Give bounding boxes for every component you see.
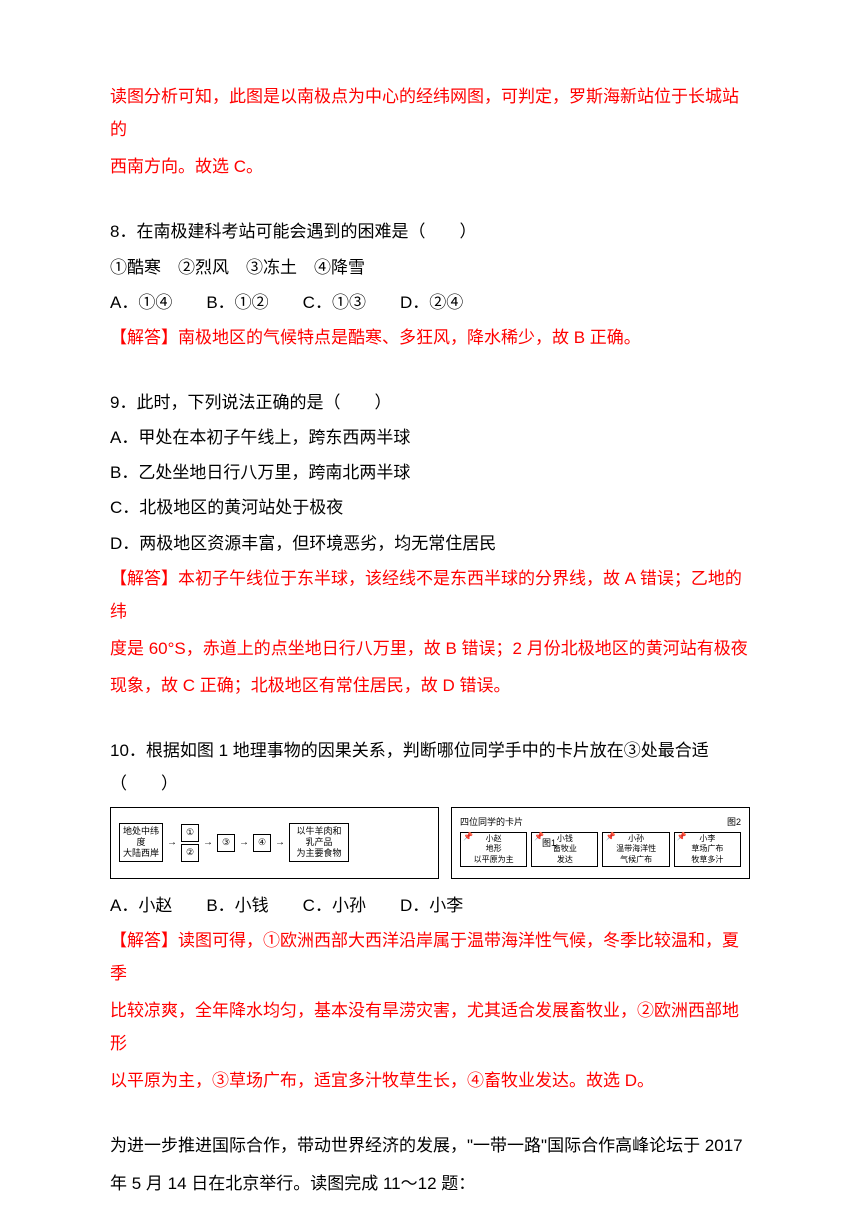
spacer: [110, 1101, 750, 1129]
q10-ans2: 比较凉爽，全年降水均匀，基本没有旱涝灾害，尤其适合发展畜牧业，②欧洲西部地形: [110, 994, 750, 1060]
q9-ans2: 度是 60°S，赤道上的点坐地日行八万里，故 B 错误；2 月份北极地区的黄河站…: [110, 632, 750, 665]
q10-stem: 10．根据如图 1 地理事物的因果关系，判断哪位同学手中的卡片放在③处最合适（ …: [110, 734, 750, 800]
q9-ans1: 【解答】本初子午线位于东半球，该经线不是东西半球的分界线，故 A 错误；乙地的纬: [110, 562, 750, 628]
q10-ans1: 【解答】读图可得，①欧洲西部大西洋沿岸属于温带海洋性气候，冬季比较温和，夏季: [110, 924, 750, 990]
pin-icon: 📌: [463, 832, 473, 842]
q8-stem: 8．在南极建科考站可能会遇到的困难是（ ）: [110, 215, 750, 248]
q10-options: A．小赵 B．小钱 C．小孙 D．小李: [110, 889, 750, 922]
pin-icon: 📌: [677, 832, 687, 842]
q9-ans3: 现象，故 C 正确；北极地区有常住居民，故 D 错误。: [110, 669, 750, 702]
intro-line1: 读图分析可知，此图是以南极点为中心的经纬网图，可判定，罗斯海新站位于长城站的: [110, 80, 750, 146]
pin-icon: 📌: [534, 832, 544, 842]
outro-line1: 为进一步推进国际合作，带动世界经济的发展，"一带一路"国际合作高峰论坛于 201…: [110, 1129, 750, 1162]
q9-optC: C．北极地区的黄河站处于极夜: [110, 491, 750, 524]
outro-line2: 年 5 月 14 日在北京举行。读图完成 11～12 题：: [110, 1167, 750, 1200]
card-li: 📌小李草场广布 牧草多汁: [674, 832, 741, 867]
q8-answer: 【解答】南极地区的气候特点是酷寒、多狂风，降水稀少，故 B 正确。: [110, 321, 750, 354]
card-sun: 📌小孙温带海洋性 气候广布: [602, 832, 669, 867]
diagram-left: 地处中纬度 大陆西岸 → ① ② → ③ → ④ → 以牛羊肉和乳产品 为主要食…: [110, 807, 439, 879]
intro-line2: 西南方向。故选 C。: [110, 150, 750, 183]
q9-optD: D．两极地区资源丰富，但环境恶劣，均无常住居民: [110, 527, 750, 560]
card-qian: 📌小钱畜牧业 发达: [531, 832, 598, 867]
spacer: [110, 706, 750, 734]
q10-ans3: 以平原为主，③草场广布，适宜多汁牧草生长，④畜牧业发达。故选 D。: [110, 1064, 750, 1097]
dg-right-title: 四位同学的卡片图2: [460, 814, 741, 832]
q9-optA: A．甲处在本初子午线上，跨东西两半球: [110, 421, 750, 454]
q8-items: ①酷寒 ②烈风 ③冻土 ④降雪: [110, 251, 750, 284]
q9-optB: B．乙处坐地日行八万里，跨南北两半球: [110, 456, 750, 489]
spacer: [110, 358, 750, 386]
q9-stem: 9．此时，下列说法正确的是（ ）: [110, 386, 750, 419]
q8-options: A．①④ B．①② C．①③ D．②④: [110, 286, 750, 319]
card-zhao: 📌小赵地形 以平原为主: [460, 832, 527, 867]
spacer: [110, 187, 750, 215]
q10-diagram: 地处中纬度 大陆西岸 → ① ② → ③ → ④ → 以牛羊肉和乳产品 为主要食…: [110, 807, 750, 879]
pin-icon: 📌: [605, 832, 615, 842]
